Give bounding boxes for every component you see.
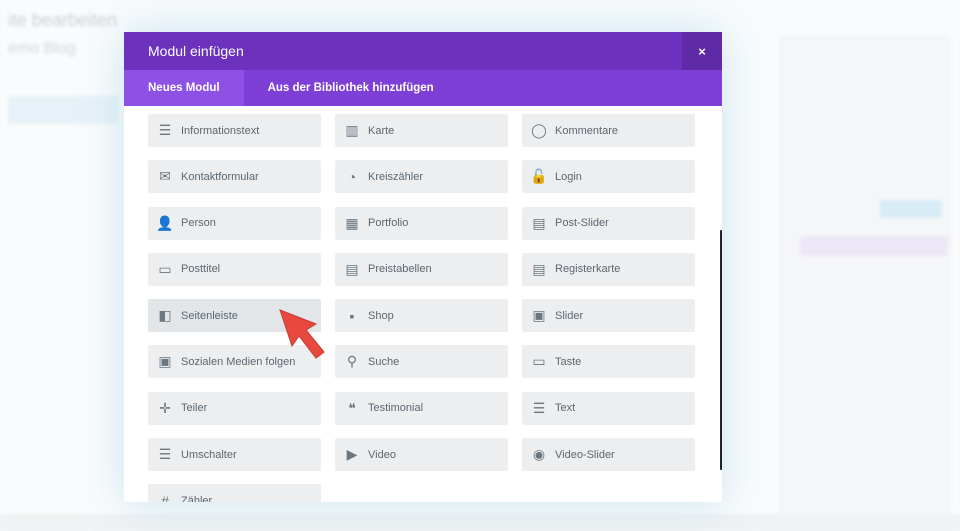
post-slider-icon: ▤ xyxy=(532,214,546,231)
module-label: Suche xyxy=(368,355,400,368)
social-follow-icon: ▣ xyxy=(158,353,172,370)
insert-module-modal: Modul einfügen × Neues Modul Aus der Bib… xyxy=(124,32,722,502)
module-label: Seitenleiste xyxy=(181,309,238,322)
module-post-slider[interactable]: ▤ Post-Slider xyxy=(522,206,695,240)
module-kontaktformular[interactable]: ✉ Kontaktformular xyxy=(148,160,321,194)
module-umschalter[interactable]: ☰ Umschalter xyxy=(148,438,321,472)
module-login[interactable]: 🔓 Login xyxy=(522,160,695,194)
module-posttitel[interactable]: ▭ Posttitel xyxy=(148,252,321,286)
module-teiler[interactable]: ✛ Teiler xyxy=(148,391,321,425)
module-person[interactable]: 👤 Person xyxy=(148,206,321,240)
search-icon: ⚲ xyxy=(346,353,358,370)
background-button xyxy=(880,200,942,218)
sidebar-icon: ◧ xyxy=(158,307,172,324)
module-label: Slider xyxy=(555,309,584,322)
grid-icon: ▦ xyxy=(345,214,359,231)
text-icon: ☰ xyxy=(532,399,546,416)
modal-tabs: Neues Modul Aus der Bibliothek hinzufüge… xyxy=(124,70,722,106)
module-label: Sozialen Medien folgen xyxy=(181,355,296,368)
video-icon: ▶ xyxy=(346,446,358,463)
background-bar xyxy=(8,96,118,124)
lock-icon: 🔓 xyxy=(530,168,548,185)
module-label: Login xyxy=(555,170,582,183)
module-label: Text xyxy=(555,402,576,415)
envelope-icon: ✉ xyxy=(159,168,171,185)
shop-icon: ▪ xyxy=(349,307,355,324)
pointer-arrow-icon xyxy=(279,309,325,359)
comments-icon: ◯ xyxy=(531,122,547,138)
module-shop[interactable]: ▪ Shop xyxy=(335,299,508,333)
module-label: Portfolio xyxy=(368,217,409,230)
background-page-title: ite bearbeiten xyxy=(8,10,118,30)
module-label: Testimonial xyxy=(368,402,424,415)
module-label: Registerkarte xyxy=(555,263,621,276)
tab-new-module[interactable]: Neues Modul xyxy=(124,70,244,106)
module-registerkarte[interactable]: ▤ Registerkarte xyxy=(522,252,695,286)
module-label: Video-Slider xyxy=(555,448,615,461)
divider-icon: ✛ xyxy=(159,399,171,416)
module-karte[interactable]: ▥ Karte xyxy=(335,114,508,147)
tabs-icon: ▤ xyxy=(532,260,546,277)
module-portfolio[interactable]: ▦ Portfolio xyxy=(335,206,508,240)
quote-icon: ❝ xyxy=(348,399,356,416)
module-video[interactable]: ▶ Video xyxy=(335,438,508,472)
module-label: Preistabellen xyxy=(368,263,432,276)
background-subtitle: emo Blog xyxy=(8,40,76,57)
module-label: Zähler xyxy=(181,494,213,502)
module-testimonial[interactable]: ❝ Testimonial xyxy=(335,391,508,425)
module-label: Video xyxy=(368,448,396,461)
module-video-slider[interactable]: ◉ Video-Slider xyxy=(522,438,695,472)
post-title-icon: ▭ xyxy=(158,260,172,277)
module-suche[interactable]: ⚲ Suche xyxy=(335,345,508,379)
module-sozialen-medien-folgen[interactable]: ▣ Sozialen Medien folgen xyxy=(148,345,321,379)
module-kommentare[interactable]: ◯ Kommentare xyxy=(522,114,695,147)
person-icon: 👤 xyxy=(156,214,174,231)
module-label: Umschalter xyxy=(181,448,237,461)
module-text[interactable]: ☰ Text xyxy=(522,391,695,425)
modal-header: Modul einfügen × xyxy=(124,32,722,70)
module-taste[interactable]: ▭ Taste xyxy=(522,345,695,379)
circle-counter-icon: ◔ xyxy=(347,168,357,185)
tab-add-from-library[interactable]: Aus der Bibliothek hinzufügen xyxy=(267,82,434,94)
scrollbar[interactable] xyxy=(720,230,722,470)
module-label: Teiler xyxy=(181,402,208,415)
module-kreiszähler[interactable]: ◔ Kreiszähler xyxy=(335,160,508,194)
module-grid: ☰ Informationstext ▥ Karte ◯ Kommentare ✉ Konta… xyxy=(148,114,696,502)
module-slider[interactable]: ▣ Slider xyxy=(522,299,695,333)
module-label: Post-Slider xyxy=(555,217,609,230)
close-button[interactable]: × xyxy=(682,32,722,70)
module-label: Kontaktformular xyxy=(181,170,259,183)
background-sidebar xyxy=(780,36,950,516)
module-informationstext[interactable]: ☰ Informationstext xyxy=(148,114,321,147)
background-footer xyxy=(0,514,960,531)
button-icon: ▭ xyxy=(532,353,546,370)
slider-icon: ▣ xyxy=(532,307,546,324)
module-label: Kreiszähler xyxy=(368,170,424,183)
module-label: Shop xyxy=(368,309,394,322)
module-label: Karte xyxy=(368,124,395,137)
counter-icon: # xyxy=(161,492,169,502)
module-preistabellen[interactable]: ▤ Preistabellen xyxy=(335,252,508,286)
module-label: Person xyxy=(181,217,216,230)
module-label: Taste xyxy=(555,355,582,368)
toggle-icon: ☰ xyxy=(158,446,172,463)
pricing-table-icon: ▤ xyxy=(345,260,359,277)
video-slider-icon: ◉ xyxy=(532,446,546,463)
map-icon: ▥ xyxy=(345,122,359,138)
background-purple-bar xyxy=(800,236,948,256)
module-label: Informationstext xyxy=(181,124,260,137)
module-label: Kommentare xyxy=(555,124,618,137)
module-label: Posttitel xyxy=(181,263,221,276)
modal-title: Modul einfügen xyxy=(148,43,244,59)
module-zähler[interactable]: # Zähler xyxy=(148,484,321,502)
info-bubble-icon: ☰ xyxy=(158,122,172,138)
